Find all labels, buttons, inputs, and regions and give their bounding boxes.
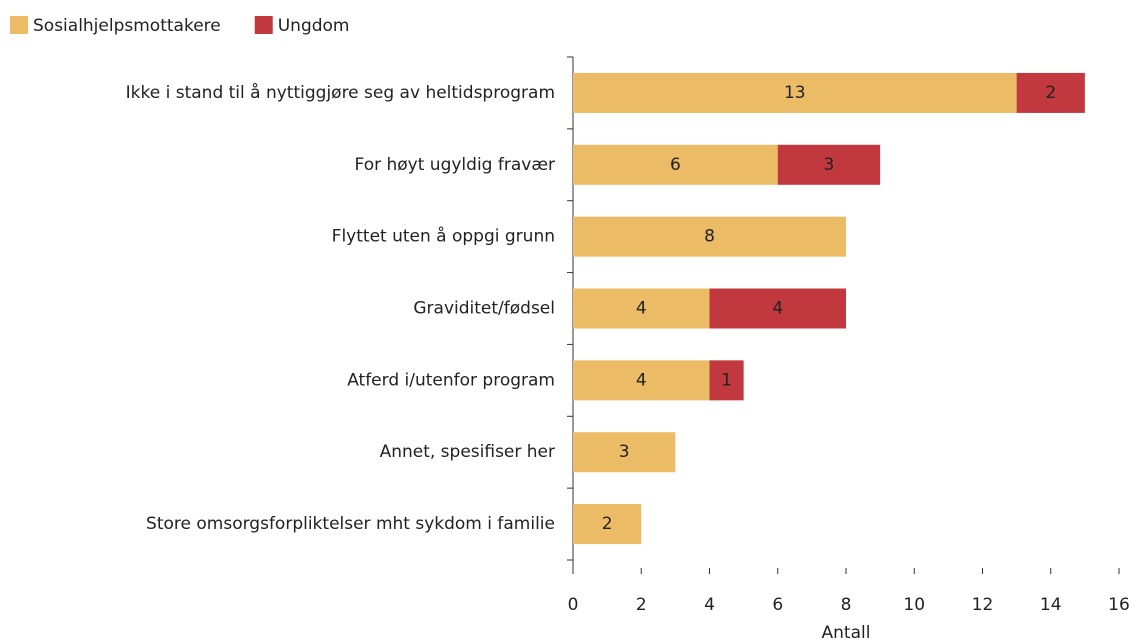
- x-tick-label: 8: [841, 595, 852, 615]
- bar-segment: [1016, 72, 1085, 113]
- bar-segment: [573, 432, 676, 473]
- bar-segment: [573, 360, 710, 401]
- y-tick-label: Flyttet uten å oppgi grunn: [332, 226, 555, 247]
- bar-segment: [573, 504, 642, 545]
- y-tick-label: Graviditet/fødsel: [413, 299, 555, 319]
- data-label: 8: [704, 227, 715, 247]
- data-label: 4: [636, 370, 647, 390]
- bar-segment: [709, 360, 744, 401]
- data-label: 4: [772, 299, 783, 319]
- data-label: 2: [1045, 83, 1056, 103]
- bar-segment: [573, 288, 710, 329]
- legend-swatch: [254, 16, 273, 34]
- y-tick-label: For høyt ugyldig fravær: [355, 155, 555, 175]
- bar-segment: [573, 216, 846, 257]
- bar-segment: [777, 144, 881, 185]
- x-tick-label: 16: [1108, 595, 1130, 615]
- legend-label: Ungdom: [278, 16, 350, 36]
- bar-segment: [573, 144, 778, 185]
- data-label: 1: [721, 370, 732, 390]
- x-tick-label: 6: [772, 595, 783, 615]
- data-label: 6: [670, 155, 681, 175]
- data-label: 4: [636, 299, 647, 319]
- data-label: 2: [602, 514, 613, 534]
- x-tick-label: 4: [704, 595, 715, 615]
- data-label: 3: [619, 442, 630, 462]
- y-tick-label: Ikke i stand til å nyttiggjøre seg av he…: [126, 82, 555, 103]
- x-tick-label: 10: [903, 595, 925, 615]
- x-axis-label: Antall: [822, 623, 871, 643]
- y-tick-label: Atferd i/utenfor program: [347, 370, 555, 390]
- x-tick-label: 14: [1040, 595, 1062, 615]
- bar-segment: [573, 72, 1017, 113]
- legend-label: Sosialhjelpsmottakere: [33, 16, 221, 36]
- y-tick-label: Store omsorgsforpliktelser mht sykdom i …: [146, 514, 555, 534]
- x-tick-label: 12: [972, 595, 994, 615]
- x-tick-label: 2: [636, 595, 647, 615]
- data-label: 13: [784, 83, 806, 103]
- data-label: 3: [824, 155, 835, 175]
- legend-swatch: [10, 16, 28, 34]
- x-tick-label: 0: [568, 595, 579, 615]
- bar-segment: [709, 288, 846, 329]
- y-tick-label: Annet, spesifiser her: [380, 442, 555, 462]
